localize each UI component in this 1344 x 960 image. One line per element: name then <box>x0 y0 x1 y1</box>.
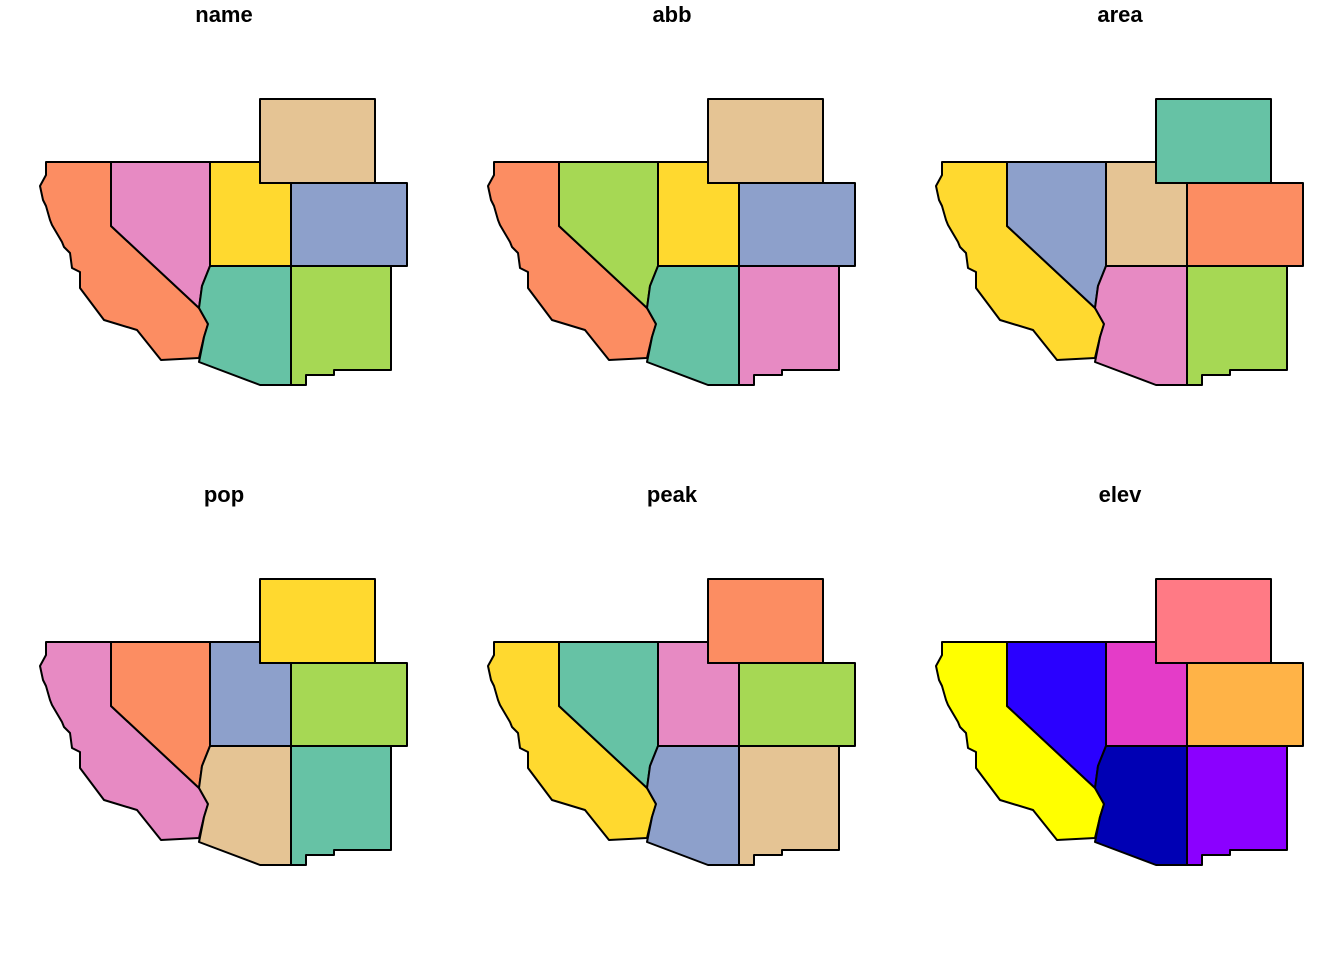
state-arizona <box>198 265 292 386</box>
map-panel-peak: peak <box>448 480 896 960</box>
map-panel-pop: pop <box>0 480 448 960</box>
choropleth-map <box>935 578 1304 866</box>
state-new-mexico <box>1186 745 1288 866</box>
panel-title: name <box>195 2 253 27</box>
panel-title: peak <box>646 482 698 507</box>
panel-title: area <box>1097 2 1143 27</box>
state-wyoming <box>707 98 824 184</box>
state-colorado <box>290 662 408 747</box>
state-new-mexico <box>290 265 392 386</box>
state-arizona <box>646 265 740 386</box>
panel-title: elev <box>1098 482 1142 507</box>
state-wyoming <box>259 98 376 184</box>
state-new-mexico <box>1186 265 1288 386</box>
state-colorado <box>738 182 856 267</box>
state-wyoming <box>1155 578 1272 664</box>
map-panel-area: area <box>896 0 1344 480</box>
state-new-mexico <box>290 745 392 866</box>
choropleth-map <box>935 98 1304 386</box>
state-new-mexico <box>738 265 840 386</box>
map-panel-name: name <box>0 0 448 480</box>
state-arizona <box>1094 745 1188 866</box>
state-colorado <box>1186 662 1304 747</box>
state-colorado <box>1186 182 1304 267</box>
choropleth-map <box>39 98 408 386</box>
panel-title: abb <box>652 2 692 27</box>
state-arizona <box>646 745 740 866</box>
map-panel-elev: elev <box>896 480 1344 960</box>
panel-title: pop <box>203 482 245 507</box>
map-panel-abb: abb <box>448 0 896 480</box>
choropleth-map <box>39 578 408 866</box>
choropleth-map <box>487 98 856 386</box>
state-wyoming <box>1155 98 1272 184</box>
state-colorado <box>290 182 408 267</box>
state-colorado <box>738 662 856 747</box>
state-wyoming <box>707 578 824 664</box>
state-arizona <box>198 745 292 866</box>
state-new-mexico <box>738 745 840 866</box>
choropleth-map <box>487 578 856 866</box>
state-arizona <box>1094 265 1188 386</box>
state-wyoming <box>259 578 376 664</box>
